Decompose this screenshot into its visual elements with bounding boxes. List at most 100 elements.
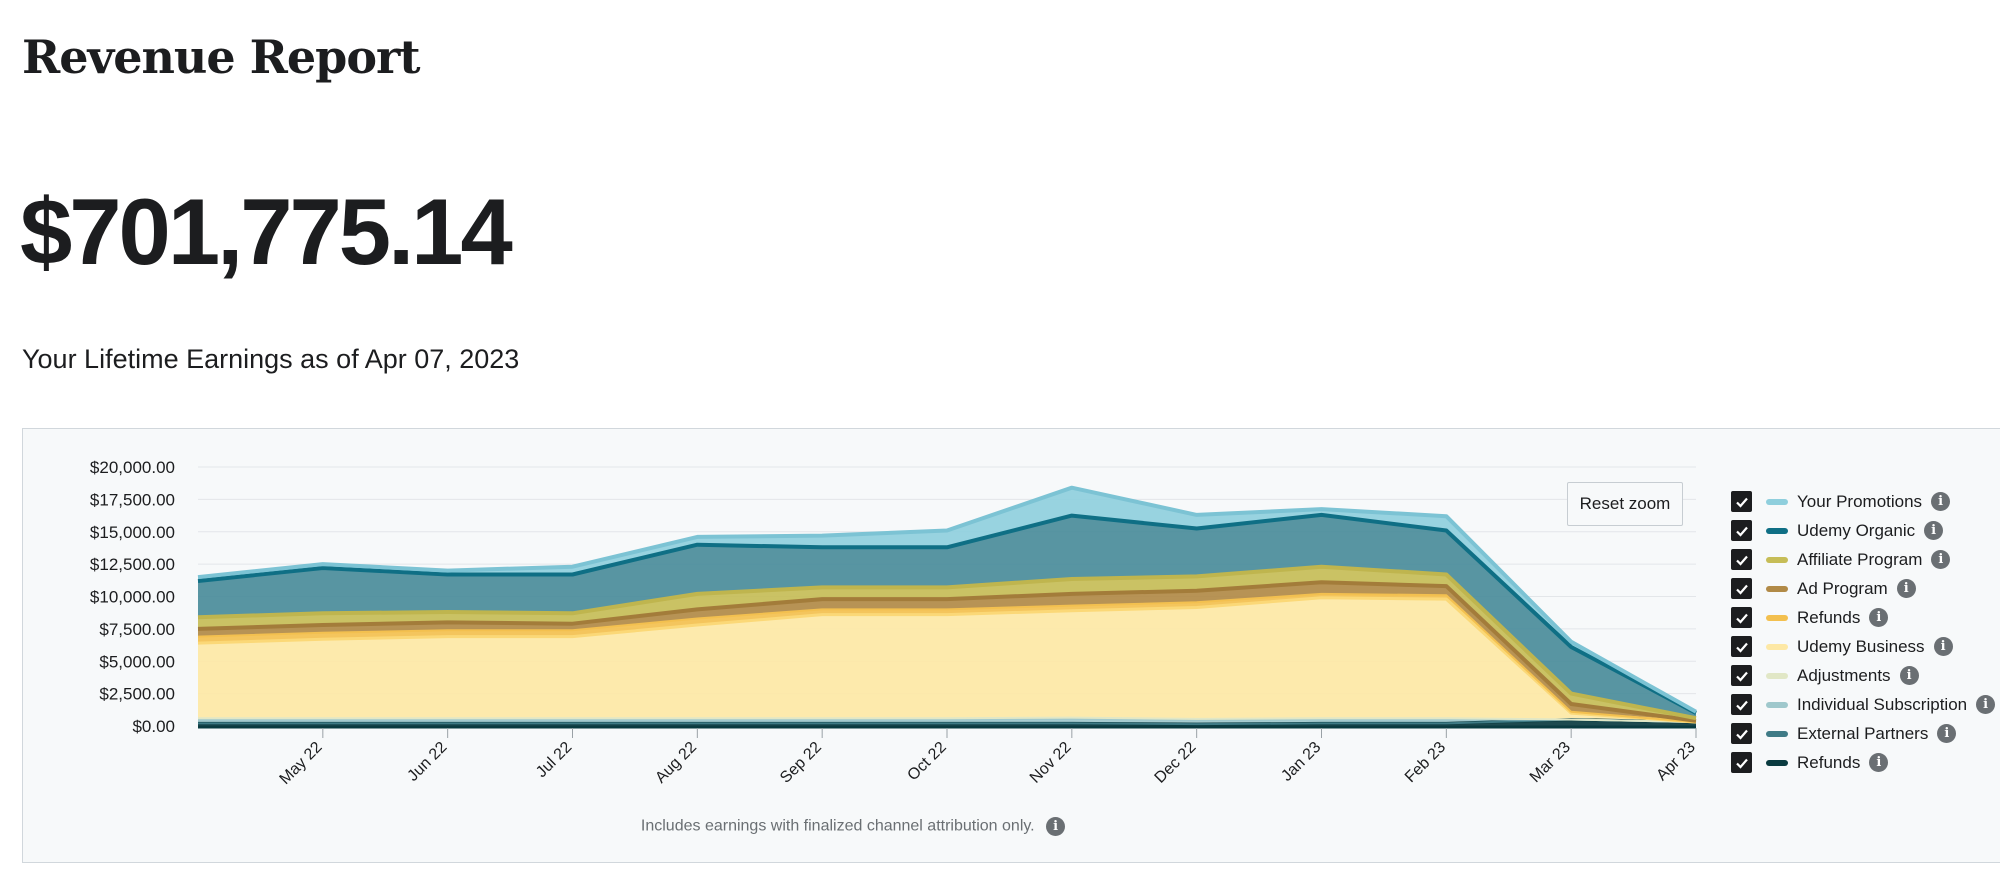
info-icon[interactable]: i [1931,550,1951,569]
x-tick-label: Sep 22 [777,739,825,787]
page-title: Revenue Report [22,30,420,84]
legend-swatch [1766,585,1788,592]
y-tick-label: $0.00 [132,717,175,736]
y-tick-label: $20,000.00 [90,458,175,477]
legend-label: Adjustments [1797,665,1891,685]
x-tick-label: Aug 22 [652,739,700,787]
legend-label: External Partners [1797,723,1929,743]
y-tick-label: $10,000.00 [90,588,175,607]
info-icon[interactable]: i [1976,695,1996,714]
series-line-udemy-organic-8 [197,512,1697,715]
series-line-ad-program-6 [197,580,1697,723]
legend-item-adjustments[interactable]: Adjustments i [1731,661,1995,690]
check-icon [1735,700,1748,711]
legend-item-refunds[interactable]: Refunds i [1731,603,1995,632]
checkbox-udemy-organic[interactable] [1731,520,1752,541]
legend-swatch [1766,701,1788,708]
legend-item-refunds-2[interactable]: Refunds i [1731,748,1995,777]
series-line-udemy-business-4 [197,596,1697,724]
y-tick-label: $2,500.00 [99,685,175,704]
legend-label: Refunds [1797,752,1861,772]
y-tick-label: $7,500.00 [99,620,175,639]
legend-label: Affiliate Program [1797,549,1923,569]
series-line-refunds-5 [197,592,1697,724]
lifetime-earnings-amount: $701,775.14 [20,179,513,284]
series-line-your-promotions-9 [197,485,1697,714]
checkbox-adjustments[interactable] [1731,665,1752,686]
info-icon[interactable]: i [1869,608,1889,627]
series-line-affiliate-program-7 [197,564,1697,721]
area-udemy-business-4 [198,597,1696,723]
x-tick-label: Apr 23 [1653,739,1698,784]
check-icon [1735,497,1748,508]
reset-zoom-button[interactable]: Reset zoom [1567,482,1683,526]
chart-footnote: Includes earnings with finalized channel… [23,817,1683,836]
legend-item-your-promotions[interactable]: Your Promotions i [1731,487,1995,516]
legend-swatch [1766,556,1788,563]
chart-legend: Your Promotions i Udemy Organic i Affili… [1731,487,1996,777]
info-icon[interactable]: i [1899,666,1919,685]
checkbox-individual-subscription[interactable] [1731,694,1752,715]
footnote-text: Includes earnings with finalized channel… [640,817,1035,835]
legend-swatch [1766,614,1788,621]
check-icon [1735,555,1748,566]
legend-item-ad-program[interactable]: Ad Program i [1731,574,1995,603]
check-icon [1735,642,1748,653]
checkbox-affiliate-program[interactable] [1731,549,1752,570]
legend-item-affiliate-program[interactable]: Affiliate Program i [1731,545,1995,574]
checkbox-udemy-business[interactable] [1731,636,1752,657]
check-icon [1735,758,1748,769]
x-tick-label: Feb 23 [1402,739,1449,786]
lifetime-earnings-caption: Your Lifetime Earnings as of Apr 07, 202… [22,344,520,374]
series-line-external-partners-1 [198,718,1697,726]
revenue-chart-card: $0.00 $2,500.00 $5,000.00 $7,500.00 $10,000.… [22,428,2000,863]
checkbox-ad-program[interactable] [1731,578,1752,599]
legend-swatch [1766,730,1788,737]
y-tick-label: $12,500.00 [90,555,175,574]
x-tick-label: Jan 23 [1278,739,1324,785]
x-tick-label: Dec 22 [1152,739,1200,787]
info-icon[interactable]: i [1869,753,1889,772]
series-line-adjustments-3 [198,716,1697,724]
info-icon[interactable]: i [1046,817,1066,836]
x-tick-label: Jul 22 [533,739,575,781]
legend-swatch [1766,498,1788,505]
check-icon [1735,729,1748,740]
x-tick-label: May 22 [277,739,326,788]
legend-swatch [1766,672,1788,679]
legend-item-udemy-business[interactable]: Udemy Business i [1731,632,1995,661]
y-tick-label: $17,500.00 [90,490,175,509]
legend-label: Ad Program [1797,578,1888,598]
x-tick-label: Nov 22 [1027,739,1075,787]
legend-label: Individual Subscription [1797,694,1968,714]
legend-label: Udemy Business [1797,636,1925,656]
checkbox-refunds-2[interactable] [1731,752,1752,773]
info-icon[interactable]: i [1924,521,1944,540]
legend-swatch [1766,643,1788,650]
info-icon[interactable]: i [1931,492,1951,511]
checkbox-external-partners[interactable] [1731,723,1752,744]
checkbox-your-promotions[interactable] [1731,491,1752,512]
x-tick-label: Mar 23 [1527,739,1574,786]
legend-label: Udemy Organic [1797,520,1916,540]
legend-item-udemy-organic[interactable]: Udemy Organic i [1731,516,1995,545]
check-icon [1735,613,1748,624]
info-icon[interactable]: i [1933,637,1953,656]
series-line-individual-subscription-2 [198,717,1697,724]
legend-label: Refunds [1797,607,1861,627]
legend-item-individual-subscription[interactable]: Individual Subscription i [1731,690,1996,719]
checkbox-refunds[interactable] [1731,607,1752,628]
legend-item-external-partners[interactable]: External Partners i [1731,719,1995,748]
check-icon [1735,526,1748,537]
check-icon [1735,584,1748,595]
x-tick-label: Oct 22 [904,739,949,784]
area-your-promotions-9 [198,487,1696,714]
info-icon[interactable]: i [1937,724,1957,743]
y-tick-label: $15,000.00 [90,523,175,542]
info-icon[interactable]: i [1896,579,1916,598]
check-icon [1735,671,1748,682]
legend-swatch [1766,527,1788,534]
x-tick-label: Jun 22 [405,739,451,785]
revenue-area-chart[interactable]: $0.00 $2,500.00 $5,000.00 $7,500.00 $10,000.… [23,429,1713,809]
